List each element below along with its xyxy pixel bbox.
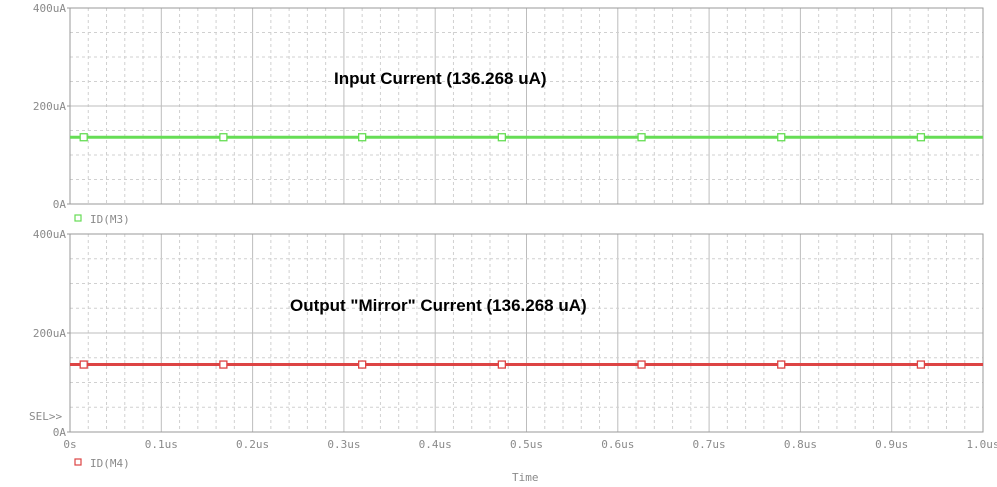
series-marker: [637, 133, 646, 142]
legend-label-id-m3: ID(M3): [90, 213, 130, 226]
series-marker: [358, 360, 367, 369]
y-tick-label: 400uA: [33, 2, 66, 15]
y-tick-label: 200uA: [33, 100, 66, 113]
top-series-layer: [70, 133, 983, 142]
bottom-y-tick-labels: 0A 200uA 400uA: [33, 228, 70, 439]
series-marker: [497, 133, 506, 142]
x-tick-label: 1.0us: [966, 438, 997, 451]
series-marker: [79, 360, 88, 369]
series-marker: [497, 360, 506, 369]
x-tick-label: 0.4us: [419, 438, 452, 451]
x-tick-label: 0.6us: [601, 438, 634, 451]
x-axis-label: Time: [512, 471, 539, 484]
series-marker: [219, 360, 228, 369]
legend-id-m3[interactable]: ID(M3): [74, 213, 130, 226]
y-tick-label: 200uA: [33, 327, 66, 340]
series-marker: [777, 360, 786, 369]
x-tick-label: 0.2us: [236, 438, 269, 451]
bottom-series-layer: [70, 360, 983, 369]
series-marker: [79, 133, 88, 142]
x-tick-label: 0.3us: [327, 438, 360, 451]
bottom-annotation: Output "Mirror" Current (136.268 uA): [290, 296, 587, 315]
top-annotation: Input Current (136.268 uA): [334, 69, 547, 88]
x-tick-label: 0.9us: [875, 438, 908, 451]
legend-marker-id-m4: [74, 458, 82, 466]
x-tick-label: 0s: [63, 438, 76, 451]
legend-marker-id-m3: [74, 214, 82, 222]
sel-marker[interactable]: SEL>>: [29, 410, 62, 423]
x-tick-label: 0.8us: [784, 438, 817, 451]
bottom-grid: [70, 234, 983, 432]
series-marker: [777, 133, 786, 142]
series-marker: [916, 133, 926, 142]
legend-id-m4[interactable]: ID(M4): [74, 457, 130, 470]
series-marker: [358, 133, 367, 142]
bottom-plot-panel[interactable]: 0A 200uA 400uA 0s 0.1us 0.2us 0.3us 0.4us 0.5us…: [29, 228, 997, 484]
x-tick-labels: 0s 0.1us 0.2us 0.3us 0.4us 0.5us 0.6us 0.7us 0.8…: [63, 438, 997, 451]
top-grid: [70, 8, 983, 204]
top-y-tick-labels: 0A 200uA 400uA: [33, 2, 70, 211]
y-tick-label: 400uA: [33, 228, 66, 241]
series-marker: [219, 133, 228, 142]
x-tick-label: 0.1us: [145, 438, 178, 451]
y-tick-label: 0A: [53, 426, 67, 439]
legend-label-id-m4: ID(M4): [90, 457, 130, 470]
x-tick-label: 0.5us: [510, 438, 543, 451]
series-marker: [916, 360, 926, 369]
series-marker: [637, 360, 646, 369]
y-tick-label: 0A: [53, 198, 67, 211]
x-tick-label: 0.7us: [693, 438, 726, 451]
